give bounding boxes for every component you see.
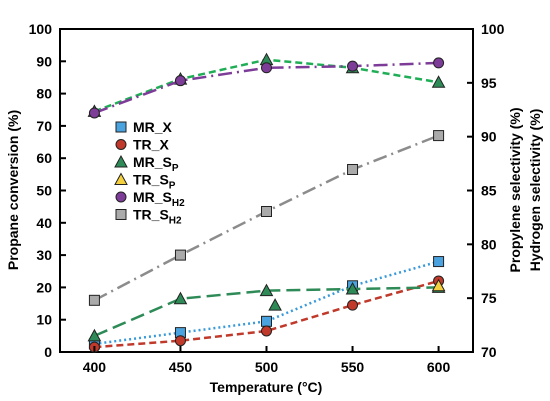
data-point-tr_x	[347, 299, 359, 311]
y-left-tick-label: 70	[36, 118, 52, 134]
legend-item-tr_sh2: TR_SH2	[115, 207, 182, 227]
legend-marker-tr_sh2	[115, 209, 127, 220]
legend-marker-tr_x	[115, 139, 127, 150]
legend-marker-mr_sh2	[115, 191, 127, 203]
legend-marker-mr_sp	[114, 154, 128, 168]
legend-label-mr_sp: MR_SP	[133, 154, 179, 174]
x-tick-label: 550	[341, 359, 365, 375]
y-axis-title-left: Propane conversion (%)	[5, 110, 21, 270]
data-point-mr_x	[261, 315, 272, 327]
data-point-tr_sh2	[88, 294, 100, 306]
y-left-tick-label: 90	[36, 53, 52, 69]
legend-marker-mr_x	[115, 121, 127, 133]
x-tick-label: 400	[83, 359, 107, 375]
x-tick-label: 450	[169, 359, 193, 375]
y-right-tick-label: 90	[481, 129, 497, 145]
y-axis-title-right-2: Hydrogen selectivity (%)	[527, 109, 543, 272]
legend-subscript-mr_sp: P	[172, 163, 179, 174]
y-left-tick-label: 50	[36, 183, 52, 199]
data-point-tr_sh2	[174, 249, 186, 261]
data-point-mr_sp	[268, 298, 282, 311]
legend-label-tr_x: TR_X	[133, 137, 169, 153]
series-tr_sh2	[88, 130, 445, 306]
data-point-mr_x	[433, 256, 445, 268]
data-point-mr_sh2	[174, 75, 186, 87]
series-line-mr_sh2	[93, 61, 439, 115]
series-line-tr_x	[94, 279, 439, 349]
y-left-tick-label: 60	[36, 150, 52, 166]
data-point-tr_sh2	[347, 164, 359, 176]
data-point-tr_sp_yellow	[431, 278, 446, 292]
data-point-mr_sh2	[88, 107, 100, 119]
y-right-tick-label: 95	[481, 75, 497, 91]
data-point-tr_x	[174, 335, 186, 347]
data-point-mr_sp	[345, 281, 360, 295]
series-line-mr_x	[94, 260, 439, 346]
legend-subscript-tr_sh2: H2	[169, 216, 182, 227]
legend-subscript-tr_sp: P	[169, 181, 176, 192]
series-mr_sh2	[88, 57, 445, 119]
data-point-mr_sp	[173, 291, 188, 305]
y-right-tick-label: 80	[481, 236, 497, 252]
data-point-mr_sp	[87, 328, 102, 342]
series-layer	[87, 52, 446, 353]
legend-subscript-mr_sh2: H2	[172, 198, 185, 209]
y-right-tick-label: 75	[481, 290, 497, 306]
data-point-mr_sh2	[261, 62, 272, 74]
y-right-tick-label: 100	[481, 21, 505, 37]
x-tick-label: 500	[255, 359, 279, 375]
legend-marker-tr_sp	[114, 172, 128, 185]
y-right-tick-label: 70	[481, 344, 497, 360]
x-tick-label: 600	[427, 359, 451, 375]
legend-label-mr_x: MR_X	[133, 119, 173, 135]
ticks-layer: 400 450 500 550 600 0 10 20 30 40 50 60 70 80 90 100 70 7…	[29, 21, 505, 375]
y-left-tick-label: 0	[44, 344, 52, 360]
y-left-tick-label: 10	[36, 312, 52, 328]
data-point-tr_sh2	[433, 130, 445, 142]
legend-item-tr_x: TR_X	[115, 137, 169, 153]
legend-label-tr_sh2: TR_SH2	[133, 207, 182, 227]
legend-item-mr_x: MR_X	[115, 119, 173, 135]
data-point-mr_sh2	[347, 60, 359, 72]
y-left-tick-label: 80	[36, 86, 52, 102]
data-point-mr_sp	[259, 283, 274, 297]
legend-item-mr_sp: MR_SP	[114, 154, 179, 174]
x-axis-title: Temperature (°C)	[210, 379, 323, 395]
data-point-mr_sh2	[433, 57, 445, 69]
data-point-tr_x	[261, 325, 272, 337]
y-axis-title-right-1: Propylene selectivity (%)	[507, 108, 523, 273]
legend-item-tr_sp: TR_SP	[114, 172, 176, 192]
data-point-tr_sh2	[261, 205, 272, 217]
y-left-tick-label: 100	[29, 21, 53, 37]
data-point-tr_sp	[431, 75, 446, 88]
legend-label-tr_sp: TR_SP	[133, 172, 176, 192]
y-right-tick-label: 85	[481, 183, 497, 199]
y-left-tick-label: 20	[36, 279, 52, 295]
y-left-tick-label: 30	[36, 247, 52, 263]
y-left-tick-label: 40	[36, 215, 52, 231]
